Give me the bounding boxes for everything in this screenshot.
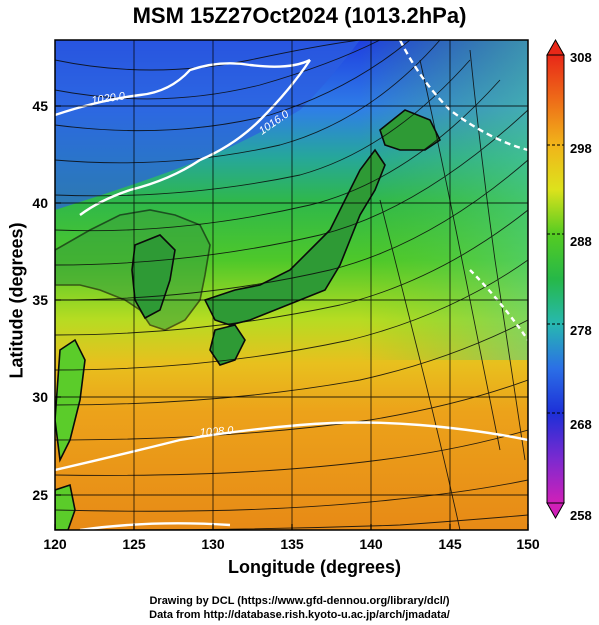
y-tick-25: 25 <box>32 487 48 503</box>
x-tick-labels: 120 125 130 135 140 145 150 <box>43 536 540 552</box>
y-tick-35: 35 <box>32 292 48 308</box>
y-tick-45: 45 <box>32 98 48 114</box>
cbar-tick-258: 258 <box>570 508 592 523</box>
colorbar-tick-labels: 258 268 278 288 298 308 <box>570 50 592 523</box>
cbar-tick-298: 298 <box>570 141 592 156</box>
x-axis-label: Longitude (degrees) <box>227 557 401 577</box>
chart-title: MSM 15Z27Oct2024 (1013.2hPa) <box>132 3 467 28</box>
contour-label-1008: 1008.0 <box>199 425 234 439</box>
x-tick-140: 140 <box>359 536 383 552</box>
y-tick-40: 40 <box>32 195 48 211</box>
wind-streamlines <box>55 40 528 530</box>
cbar-tick-308: 308 <box>570 50 592 65</box>
y-axis-label: Latitude (degrees) <box>6 222 27 379</box>
contour-label-1020: 1020.0 <box>91 90 127 107</box>
x-tick-130: 130 <box>201 536 225 552</box>
x-tick-135: 135 <box>280 536 304 552</box>
credit-drawing: Drawing by DCL (https://www.gfd-dennou.o… <box>149 595 450 607</box>
y-tick-30: 30 <box>32 389 48 405</box>
cbar-tick-278: 278 <box>570 323 592 338</box>
x-tick-125: 125 <box>122 536 146 552</box>
credit-data-source: Data from http://database.rish.kyoto-u.a… <box>149 609 450 621</box>
y-tick-labels: 25 30 35 40 45 <box>32 98 48 503</box>
x-tick-145: 145 <box>438 536 462 552</box>
pressure-contours <box>55 40 528 530</box>
cbar-tick-288: 288 <box>570 234 592 249</box>
axis-ticks <box>54 105 529 530</box>
x-tick-120: 120 <box>43 536 67 552</box>
cbar-tick-268: 268 <box>570 417 592 432</box>
x-tick-150: 150 <box>516 536 540 552</box>
grid-lines <box>55 40 528 530</box>
colorbar <box>546 38 565 520</box>
